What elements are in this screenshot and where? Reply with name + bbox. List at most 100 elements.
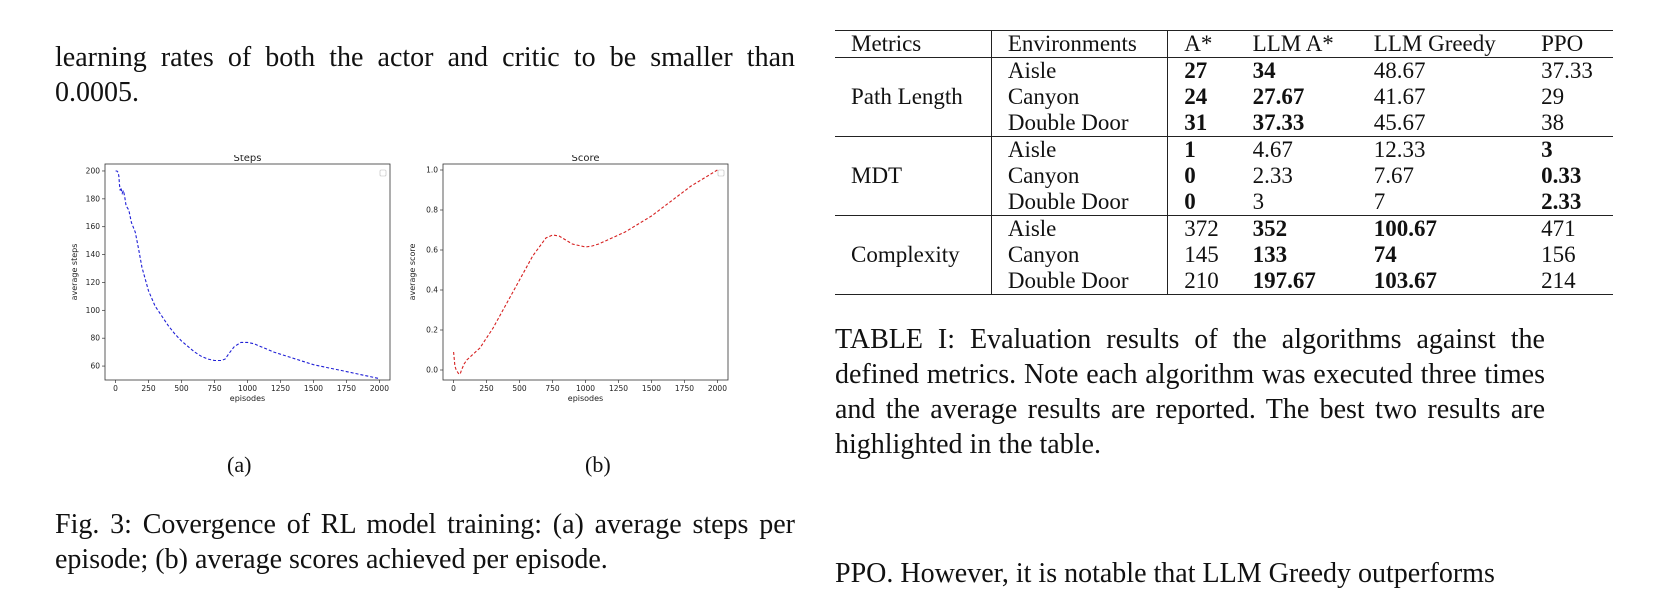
plot-frame [104,163,391,381]
value-cell: 2.33 [1541,189,1582,214]
y-tick-label: 120 [86,278,101,287]
x-tick-label: 500 [174,384,189,393]
y-tick-label: 1.0 [426,166,438,175]
x-tick-label: 750 [207,384,222,393]
value-cell: 372 [1184,216,1219,241]
y-tick-label: 0.0 [426,366,438,375]
table-header-row: Metrics Environments A* LLM A* LLM Greed… [835,30,1613,58]
table-row: Double Door 31 37.33 45.67 38 [835,110,1613,137]
environment-cell: Aisle [991,136,1169,163]
y-tick-label: 100 [86,306,101,315]
value-cell: 45.67 [1373,110,1426,135]
value-cell: 0 [1184,163,1196,188]
environment-cell: Canyon [991,242,1169,268]
table-row: Double Door 210 197.67 103.67 214 [835,268,1613,295]
metric-cell: Complexity [835,215,992,295]
subfigure-b-label: (b) [585,452,611,477]
environment-cell: Canyon [991,84,1169,110]
value-cell: 27 [1184,58,1208,83]
y-tick-label: 80 [90,334,100,343]
table-row: Canyon 145 133 74 156 [835,242,1613,268]
x-tick-label: 250 [141,384,156,393]
value-cell: 133 [1252,242,1288,267]
x-axis-label: episodes [230,394,265,403]
value-cell: 3 [1541,137,1553,162]
y-axis-label: average score [408,244,417,301]
table-row: Canyon 0 2.33 7.67 0.33 [835,163,1613,189]
value-cell: 38 [1541,110,1565,135]
value-cell: 12.33 [1373,137,1426,162]
legend-box [717,169,725,177]
results-table: Metrics Environments A* LLM A* LLM Greed… [835,30,1613,295]
value-cell: 2.33 [1252,163,1293,188]
x-tick-label: 1000 [238,384,257,393]
y-axis-label: average steps [70,244,79,301]
next-paragraph: PPO. However, it is notable that LLM Gre… [835,558,1495,589]
y-tick-label: 0.6 [426,246,438,255]
value-cell: 27.67 [1252,84,1305,109]
x-tick-label: 250 [479,384,494,393]
x-axis-label: episodes [568,394,603,403]
environment-cell: Double Door [991,189,1169,216]
x-tick-label: 1750 [337,384,356,393]
plot-frame [442,163,729,381]
x-tick-label: 1250 [609,384,628,393]
x-tick-label: 1500 [642,384,661,393]
series-line [453,169,718,375]
environment-cell: Double Door [991,268,1169,295]
legend-box [379,169,387,177]
x-tick-label: 500 [512,384,527,393]
value-cell: 145 [1184,242,1219,267]
table-group: MDT Aisle 1 4.67 12.33 3 Canyon 0 2.33 7.67 0.33 Do… [835,136,1613,216]
value-cell: 156 [1541,242,1576,267]
y-tick-label: 140 [86,250,101,259]
value-cell: 103.67 [1373,268,1438,293]
figure-caption: Fig. 3: Covergence of RL model training:… [55,509,795,575]
value-cell: 29 [1541,84,1565,109]
x-tick-label: 0 [113,384,118,393]
subfigure-a-label: (a) [227,452,252,477]
header-llm-a-star: LLM A* [1252,31,1334,56]
table-row: Canyon 24 27.67 41.67 29 [835,84,1613,110]
x-tick-label: 750 [545,384,560,393]
x-tick-label: 2000 [708,384,727,393]
value-cell: 7 [1373,189,1386,214]
table-row: Double Door 0 3 7 2.33 [835,189,1613,216]
header-environments: Environments [991,30,1169,58]
table-row: Complexity Aisle 372 352 100.67 471 [835,215,1613,295]
chart-steps: Steps 0 250 500 750 1000 1250 1500 1750 2000 60 80 1… [70,155,391,403]
value-cell: 31 [1184,110,1208,135]
intro-paragraph: learning rates of both the actor and cri… [55,42,795,108]
x-tick-label: 1250 [271,384,290,393]
y-tick-label: 160 [86,222,101,231]
y-tick-label: 180 [86,194,101,203]
header-ppo: PPO [1541,31,1584,56]
y-tick-label: 0.4 [426,286,438,295]
x-tick-label: 1750 [675,384,694,393]
value-cell: 37.33 [1541,58,1593,83]
table-caption: TABLE I: Evaluation results of the algor… [835,324,1545,460]
value-cell: 0.33 [1541,163,1582,188]
value-cell: 100.67 [1373,216,1438,241]
y-tick-label: 60 [90,362,100,371]
table-row: Path Length Aisle 27 34 48.67 37.33 [835,57,1613,137]
table-group: Path Length Aisle 27 34 48.67 37.33 Canyon 24 27… [835,57,1613,137]
value-cell: 41.67 [1373,84,1426,109]
value-cell: 352 [1252,216,1288,241]
header-a-star: A* [1184,31,1213,56]
environment-cell: Canyon [991,163,1169,189]
value-cell: 48.67 [1373,58,1426,83]
series-line [115,170,380,380]
metric-cell: MDT [835,136,992,216]
table-group: Complexity Aisle 372 352 100.67 471 Canyon 145 1… [835,215,1613,295]
chart-title: Score [571,155,599,164]
value-cell: 210 [1184,268,1219,293]
value-cell: 4.67 [1252,137,1293,162]
x-tick-label: 2000 [370,384,389,393]
x-tick-label: 1000 [576,384,595,393]
environment-cell: Double Door [991,110,1169,137]
x-tick-label: 1500 [304,384,323,393]
value-cell: 74 [1373,242,1397,267]
y-tick-label: 0.2 [426,326,438,335]
